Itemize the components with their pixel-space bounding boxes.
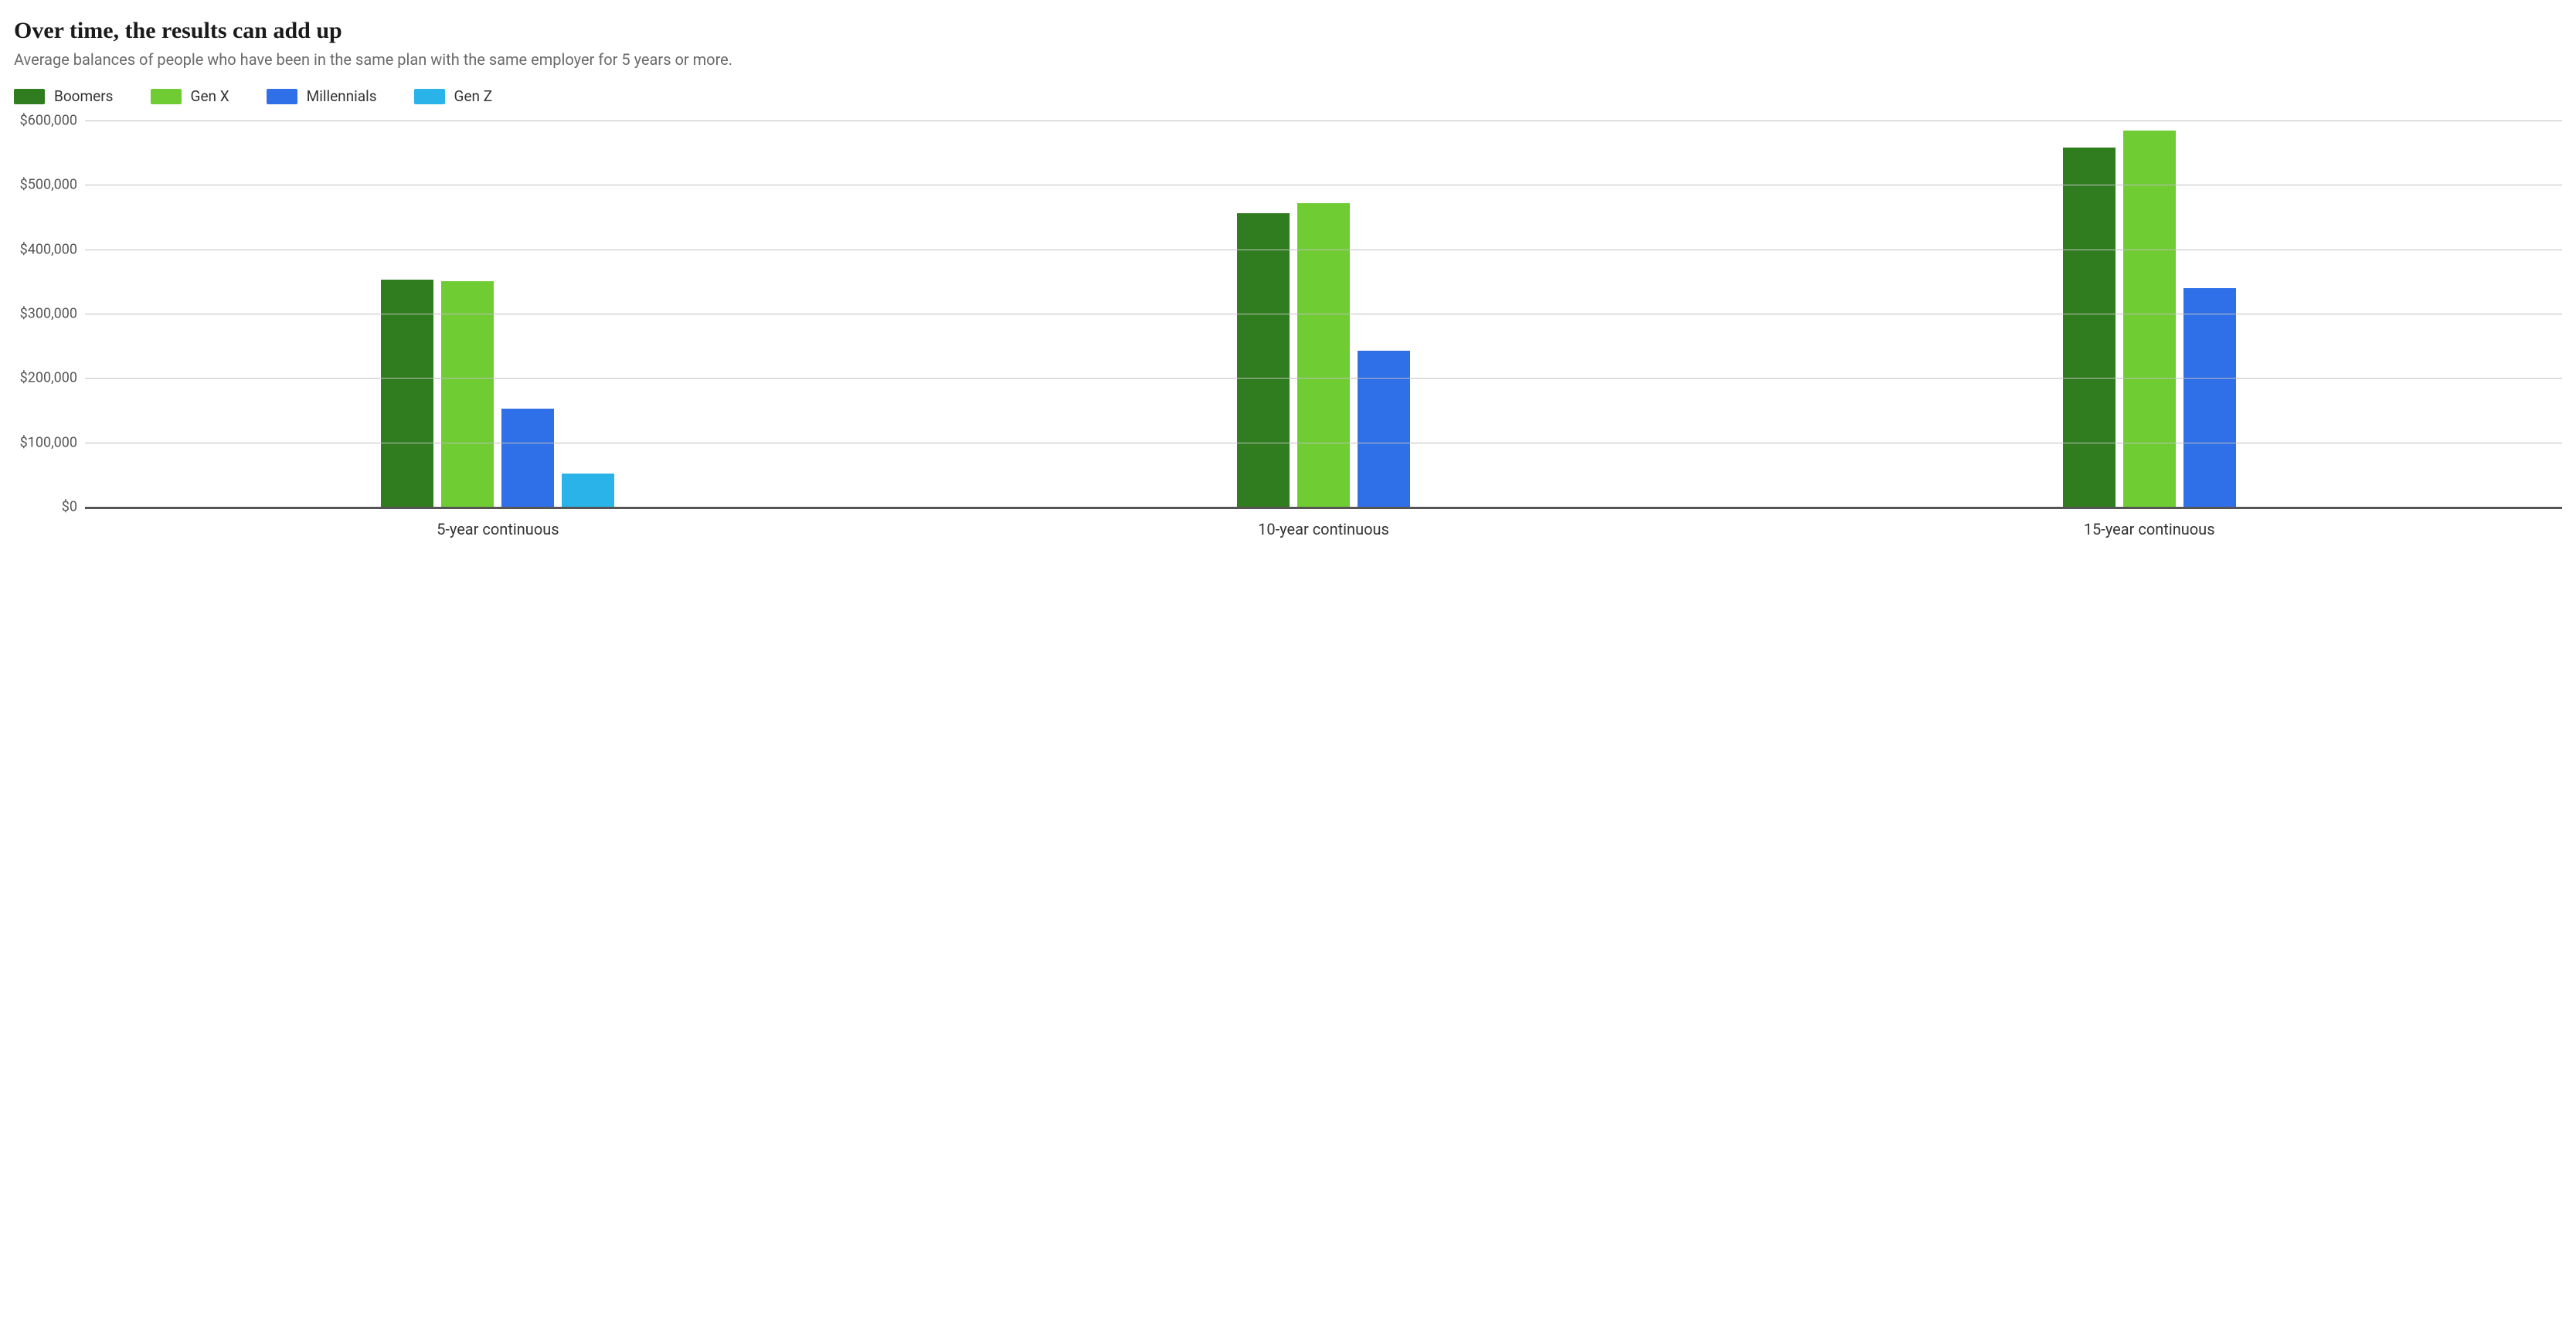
bar-genz [562, 474, 614, 507]
legend-swatch [267, 89, 297, 104]
legend-label: Boomers [54, 87, 114, 105]
bar-genx [2123, 131, 2176, 508]
bar-boomers [1237, 213, 1290, 507]
legend-item-genx: Gen X [151, 87, 229, 105]
bar-millennials [1358, 351, 1410, 508]
y-tick-label: $0 [14, 499, 77, 515]
chart-subtitle: Average balances of people who have been… [14, 49, 2562, 70]
bar-millennials [501, 409, 554, 508]
bar-boomers [2063, 148, 2116, 507]
y-tick-label: $400,000 [14, 241, 77, 257]
legend-label: Gen X [191, 87, 229, 105]
legend-label: Millennials [307, 87, 377, 105]
x-tick-label: 10-year continuous [911, 520, 1737, 538]
chart-area: $0 $100,000 $200,000 $300,000 $400,000 $500,0… [14, 121, 2562, 553]
legend-item-boomers: Boomers [14, 87, 114, 105]
chart-title: Over time, the results can add up [14, 17, 2562, 45]
legend-swatch [14, 89, 45, 104]
legend-label: Gen Z [454, 87, 493, 105]
chart-x-axis-labels: 5-year continuous10-year continuous15-ye… [85, 520, 2562, 538]
bar-genx [441, 281, 494, 507]
x-tick-label: 5-year continuous [85, 520, 911, 538]
chart-container: Over time, the results can add up Averag… [0, 0, 2576, 575]
bar-genx [1297, 203, 1350, 507]
gridline [85, 378, 2562, 379]
y-tick-label: $300,000 [14, 306, 77, 322]
y-tick-label: $200,000 [14, 370, 77, 386]
legend-item-genz: Gen Z [414, 87, 493, 105]
legend-item-millennials: Millennials [267, 87, 377, 105]
chart-plot: $0$100,000$200,000$300,000$400,000$500,0… [85, 121, 2562, 509]
bar-millennials [2183, 288, 2236, 507]
y-tick-label: $500,000 [14, 177, 77, 193]
x-tick-label: 15-year continuous [1736, 520, 2562, 538]
y-tick-label: $100,000 [14, 434, 77, 450]
chart-legend: Boomers Gen X Millennials Gen Z [14, 87, 2562, 105]
y-tick-label: $600,000 [14, 113, 77, 129]
legend-swatch [414, 89, 445, 104]
legend-swatch [151, 89, 182, 104]
